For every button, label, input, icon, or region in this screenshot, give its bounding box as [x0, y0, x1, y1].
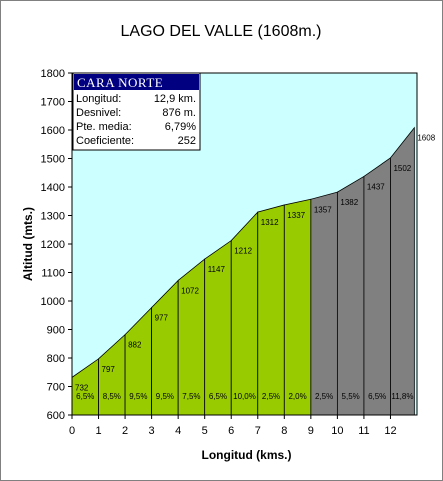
grade-label-7: 10,0% — [233, 392, 256, 401]
profile-segment-8 — [257, 204, 285, 416]
altitude-label-14: 1608 — [417, 134, 435, 143]
x-tick-label-8: 8 — [281, 425, 287, 437]
x-tick-label-3: 3 — [149, 425, 155, 437]
x-axis-label: Longitud (kms.) — [202, 448, 292, 462]
x-tick-label-6: 6 — [228, 425, 234, 437]
info-value-pte-media: 6,79% — [165, 121, 196, 133]
altitude-labels: 732 797 882 977 1072 1147 1212 1312 1337 1357 1382… — [75, 134, 436, 393]
x-tick-label-0: 0 — [69, 425, 75, 437]
grade-label-6: 6,5% — [209, 392, 227, 401]
x-tick-label-9: 9 — [308, 425, 314, 437]
profile-segment-11 — [336, 175, 365, 416]
altitude-label-2: 797 — [102, 365, 116, 374]
altitude-label-7: 1212 — [234, 247, 252, 256]
info-label-desnivel: Desnivel: — [76, 107, 121, 119]
x-tick-label-11: 11 — [358, 425, 369, 437]
segment-grade-labels: 6,5% 8,5% 9,5% 9,5% 7,5% 6,5% 10,0% 2,5% 2,0% 2,5… — [76, 392, 413, 401]
altitude-label-8: 1312 — [261, 218, 279, 227]
y-tick-label-1000: 1000 — [41, 296, 65, 308]
x-tick-label-7: 7 — [255, 425, 261, 437]
x-tick-label-2: 2 — [122, 425, 128, 437]
altitude-label-6: 1147 — [208, 265, 226, 274]
x-axis: 0 1 2 3 4 5 6 7 8 9 10 11 12 — [69, 415, 397, 437]
x-tick-label-12: 12 — [384, 425, 396, 437]
info-value-desnivel: 876 m. — [162, 107, 196, 119]
y-tick-label-1800: 1800 — [41, 68, 65, 80]
grade-label-2: 8,5% — [103, 392, 121, 401]
profile-segment-9 — [283, 198, 312, 416]
y-axis-label: Altitud (mts.) — [21, 207, 35, 281]
info-box-header-bg — [74, 74, 199, 90]
profile-segment-12 — [363, 157, 391, 416]
altitude-label-12: 1437 — [367, 182, 385, 191]
grade-label-9: 2,0% — [288, 392, 306, 401]
grade-label-10: 2,5% — [315, 392, 333, 401]
profile-segment-10 — [310, 191, 338, 416]
info-value-coeficiente: 252 — [178, 135, 196, 147]
x-tick-label-1: 1 — [95, 425, 101, 437]
altitude-label-5: 1072 — [181, 286, 199, 295]
grade-label-11: 5,5% — [342, 392, 360, 401]
info-value-longitud: 12,9 km. — [154, 93, 196, 105]
altitude-label-1: 732 — [75, 383, 89, 392]
y-tick-label-800: 800 — [47, 353, 65, 365]
y-tick-label-900: 900 — [47, 325, 65, 337]
y-tick-label-1600: 1600 — [41, 125, 65, 137]
altitude-label-9: 1337 — [287, 211, 305, 220]
altitude-label-4: 977 — [155, 314, 169, 323]
grade-label-3: 9,5% — [129, 392, 147, 401]
altitude-label-10: 1357 — [314, 205, 332, 214]
y-tick-label-1400: 1400 — [41, 182, 65, 194]
y-tick-label-700: 700 — [47, 382, 65, 394]
y-tick-label-1700: 1700 — [41, 97, 65, 109]
grade-label-8: 2,5% — [262, 392, 280, 401]
altitude-label-13: 1502 — [393, 164, 411, 173]
y-tick-label-1200: 1200 — [41, 239, 65, 251]
grade-label-4: 9,5% — [156, 392, 174, 401]
info-label-pte-media: Pte. media: — [76, 121, 132, 133]
chart-title: LAGO DEL VALLE (1608m.) — [121, 23, 322, 40]
x-tick-label-10: 10 — [331, 425, 343, 437]
grade-label-5: 7,5% — [182, 392, 200, 401]
x-tick-label-5: 5 — [202, 425, 208, 437]
info-label-longitud: Longitud: — [76, 93, 121, 105]
y-tick-label-600: 600 — [47, 410, 65, 422]
altitude-label-3: 882 — [128, 341, 142, 350]
info-box-header: CARA NORTE — [77, 75, 163, 90]
grade-label-1: 6,5% — [76, 392, 94, 401]
y-tick-label-1100: 1100 — [41, 268, 65, 280]
grade-label-12: 6,5% — [368, 392, 386, 401]
grade-label-13: 11,8% — [391, 392, 413, 401]
profile-segment-7 — [230, 211, 259, 416]
altitude-label-11: 1382 — [340, 198, 358, 207]
info-label-coeficiente: Coeficiente: — [76, 135, 134, 147]
y-axis: 600 700 800 900 1000 1100 1200 1300 1400 1500 1600… — [41, 68, 72, 422]
y-tick-label-1500: 1500 — [41, 154, 65, 166]
profile-segments — [71, 126, 415, 416]
y-tick-label-1300: 1300 — [41, 211, 65, 223]
x-tick-label-4: 4 — [175, 425, 181, 437]
info-box: CARA NORTE Longitud: 12,9 km. Desnivel: … — [72, 72, 201, 151]
